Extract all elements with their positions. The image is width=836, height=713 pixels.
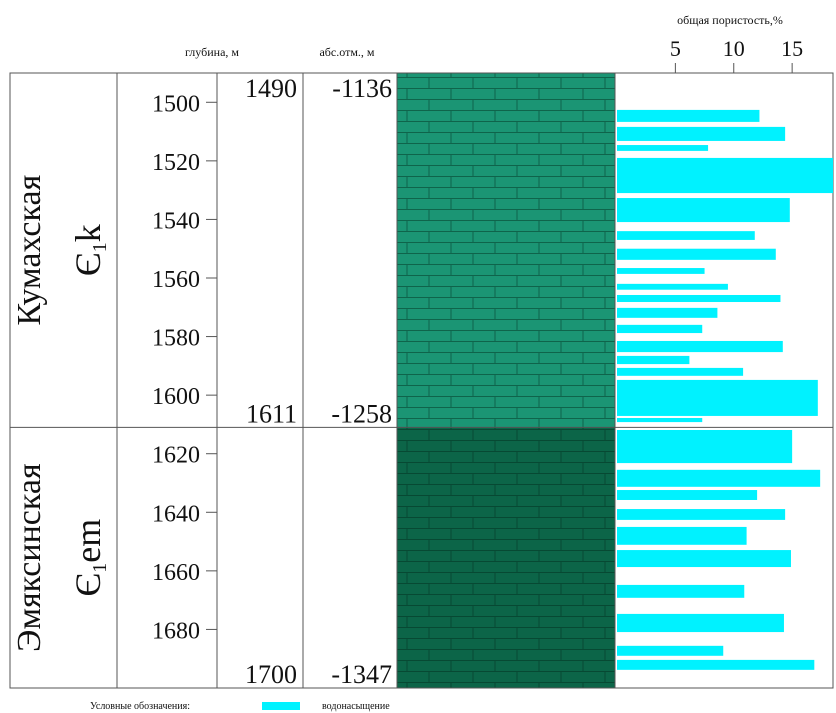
bar [617,248,776,260]
index-suffix: em [68,519,108,563]
index-suffix: k [68,224,108,242]
abs-header: абс.отм., м [319,45,374,59]
bar [617,550,791,568]
lithology-pattern [397,427,615,688]
y-tick-label: 1500 [152,91,200,117]
y-tick-label: 1540 [152,208,200,234]
bar [617,324,703,334]
bar [617,367,744,376]
formation-index: Є1em [68,519,111,597]
bar [617,645,724,656]
formation-index: Є1k [68,224,111,276]
lithology-pattern [397,73,615,428]
lithology-column [397,73,615,688]
y-tick-label: 1660 [152,560,200,586]
bar [617,417,703,423]
bar [617,526,747,545]
index-letter: Є [68,573,108,597]
bar [617,268,705,274]
legend-title: Условные обозначения: [90,701,190,712]
bar [617,231,755,240]
bar [617,659,815,670]
bar [617,584,745,598]
x-tick-label: 10 [723,36,745,61]
formation-name: Кумахская [11,174,48,325]
bottom-abs: -1347 [331,660,392,689]
bar [617,157,833,194]
bar [617,429,793,464]
y-tick-label: 1680 [152,618,200,644]
bar [617,145,709,151]
bar [617,283,728,290]
bar [617,109,760,122]
bar [617,198,790,223]
bar [617,490,758,500]
x-tick-label: 15 [781,36,803,61]
bottom-depth: 1611 [246,399,297,428]
legend-swatch [262,702,300,710]
y-tick-label: 1620 [152,443,200,469]
x-axis-title: общая пористость,% [677,13,783,27]
formation-name: Эмяксинская [11,463,48,652]
depth-header: глубина, м [185,45,239,59]
index-sub: 1 [89,563,111,573]
frame [9,72,834,689]
y-tick-label: 1640 [152,501,200,527]
bar [617,613,784,633]
y-tick-label: 1560 [152,267,200,293]
y-tick-label: 1600 [152,384,200,410]
y-tick-label: 1580 [152,326,200,352]
bar [617,307,718,318]
x-tick-label: 5 [670,36,681,61]
bar [617,355,690,365]
bar [617,379,818,416]
bottom-depth: 1700 [245,660,297,689]
bar [617,509,786,520]
bar [617,294,781,303]
top-abs: -1136 [332,74,392,103]
table-frame [9,72,834,689]
index-letter: Є [68,252,108,276]
bar [617,469,821,487]
top-depth: 1490 [245,74,297,103]
bottom-abs: -1258 [331,399,392,428]
legend-label: водонасыщение [322,701,390,712]
y-tick-label: 1520 [152,150,200,176]
bar [617,126,786,141]
index-sub: 1 [89,242,111,252]
bar [617,340,783,353]
